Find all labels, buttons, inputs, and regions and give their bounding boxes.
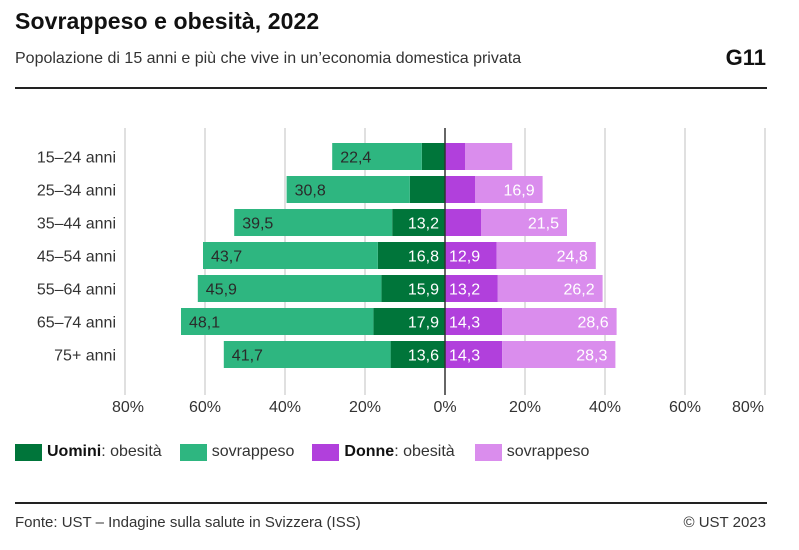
bar-segment xyxy=(445,209,481,236)
data-label: 22,4 xyxy=(340,150,371,167)
legend-item-women-overweight: sovrappeso xyxy=(474,443,590,461)
top-rule xyxy=(15,87,767,89)
legend-item-men-obesity: Uomini: obesità xyxy=(15,443,162,461)
bar-segment xyxy=(181,308,374,335)
legend-swatch xyxy=(474,443,502,461)
data-label: 12,9 xyxy=(449,249,480,266)
category-label: 55–64 anni xyxy=(37,282,116,299)
legend-label: sovrappeso xyxy=(506,443,590,460)
legend-group-label: Donne xyxy=(344,443,395,460)
data-label: 21,5 xyxy=(528,216,559,233)
legend-swatch xyxy=(15,443,42,461)
x-tick-label: 60% xyxy=(189,399,221,416)
data-label: 16,9 xyxy=(503,183,534,200)
bar-segment xyxy=(234,209,393,236)
bar-segment xyxy=(377,242,445,269)
category-label: 25–34 anni xyxy=(37,183,116,200)
legend-sep: : xyxy=(101,443,111,460)
bar-segment xyxy=(381,275,445,302)
legend-label: obesità xyxy=(110,443,162,460)
data-label: 13,2 xyxy=(408,216,439,233)
data-label: 13,2 xyxy=(449,282,480,299)
data-label: 15,9 xyxy=(408,282,439,299)
bar-segment xyxy=(392,209,445,236)
bar-segment xyxy=(445,341,503,368)
bar-segment xyxy=(286,176,410,203)
bar-segment xyxy=(497,275,603,302)
data-label: 45,9 xyxy=(206,282,237,299)
bar-segment xyxy=(496,242,596,269)
x-tick-label: 40% xyxy=(589,399,621,416)
source-note: Fonte: UST – Indagine sulla salute in Sv… xyxy=(15,514,361,531)
data-label: 48,1 xyxy=(189,315,220,332)
legend-item-men-overweight: sovrappeso xyxy=(179,443,295,461)
data-label: 14,3 xyxy=(449,315,480,332)
bar-segment xyxy=(502,308,617,335)
data-label: 28,6 xyxy=(577,315,608,332)
bar-segment xyxy=(465,143,513,170)
data-label: 16,8 xyxy=(408,249,439,266)
data-label: 14,3 xyxy=(449,348,480,365)
x-tick-label: 20% xyxy=(509,399,541,416)
x-tick-label: 80% xyxy=(112,399,144,416)
x-tick-label: 0% xyxy=(433,399,456,416)
chart-code: G11 xyxy=(725,45,766,70)
chart-subtitle: Popolazione di 15 anni e più che vive in… xyxy=(15,50,522,67)
bottom-rule xyxy=(15,502,767,504)
bar-segment xyxy=(445,143,465,170)
chart-title: Sovrappeso e obesità, 2022 xyxy=(15,8,320,34)
category-label: 75+ anni xyxy=(54,348,116,365)
bar-segment xyxy=(475,176,543,203)
data-label: 43,7 xyxy=(211,249,242,266)
category-label: 65–74 anni xyxy=(37,315,116,332)
legend-swatch xyxy=(312,443,340,461)
category-label: 15–24 anni xyxy=(37,150,116,167)
legend-label: sovrappeso xyxy=(211,443,295,460)
data-label: 13,6 xyxy=(408,348,439,365)
bar-segment xyxy=(332,143,422,170)
bar-segment xyxy=(445,176,475,203)
data-label: 28,3 xyxy=(576,348,607,365)
bar-segment xyxy=(197,275,382,302)
bar-segment xyxy=(373,308,445,335)
legend-sep: : xyxy=(394,443,404,460)
data-label: 26,2 xyxy=(563,282,594,299)
bar-segment xyxy=(445,308,503,335)
chart-area: 80% 60% 40% 20% 0% 20% 40% 60% 80% 15–24 anni 25–3… xyxy=(37,128,766,416)
data-label: 39,5 xyxy=(242,216,273,233)
bar-segment xyxy=(203,242,378,269)
data-label: 17,9 xyxy=(408,315,439,332)
legend-swatch xyxy=(179,443,207,461)
x-tick-label: 80% xyxy=(732,399,764,416)
data-label: 24,8 xyxy=(557,249,588,266)
category-label: 45–54 anni xyxy=(37,249,116,266)
data-label: 30,8 xyxy=(295,183,326,200)
x-tick-label: 60% xyxy=(669,399,701,416)
legend-item-women-obesity: Donne: obesità xyxy=(312,443,455,461)
bar-segment xyxy=(223,341,391,368)
data-label: 41,7 xyxy=(232,348,263,365)
legend-group-label: Uomini xyxy=(47,443,102,460)
copyright: © UST 2023 xyxy=(683,514,767,531)
bar-segment xyxy=(390,341,445,368)
bar-segment xyxy=(502,341,616,368)
category-label: 35–44 anni xyxy=(37,216,116,233)
bar-segment xyxy=(445,242,497,269)
x-tick-label: 20% xyxy=(349,399,381,416)
x-tick-label: 40% xyxy=(269,399,301,416)
bar-segment xyxy=(421,143,445,170)
bar-segment xyxy=(481,209,567,236)
legend: Uomini: obesità sovrappeso Donne: obesit… xyxy=(15,443,601,461)
bar-segment xyxy=(409,176,445,203)
legend-label: obesità xyxy=(403,443,455,460)
bar-segment xyxy=(445,275,498,302)
